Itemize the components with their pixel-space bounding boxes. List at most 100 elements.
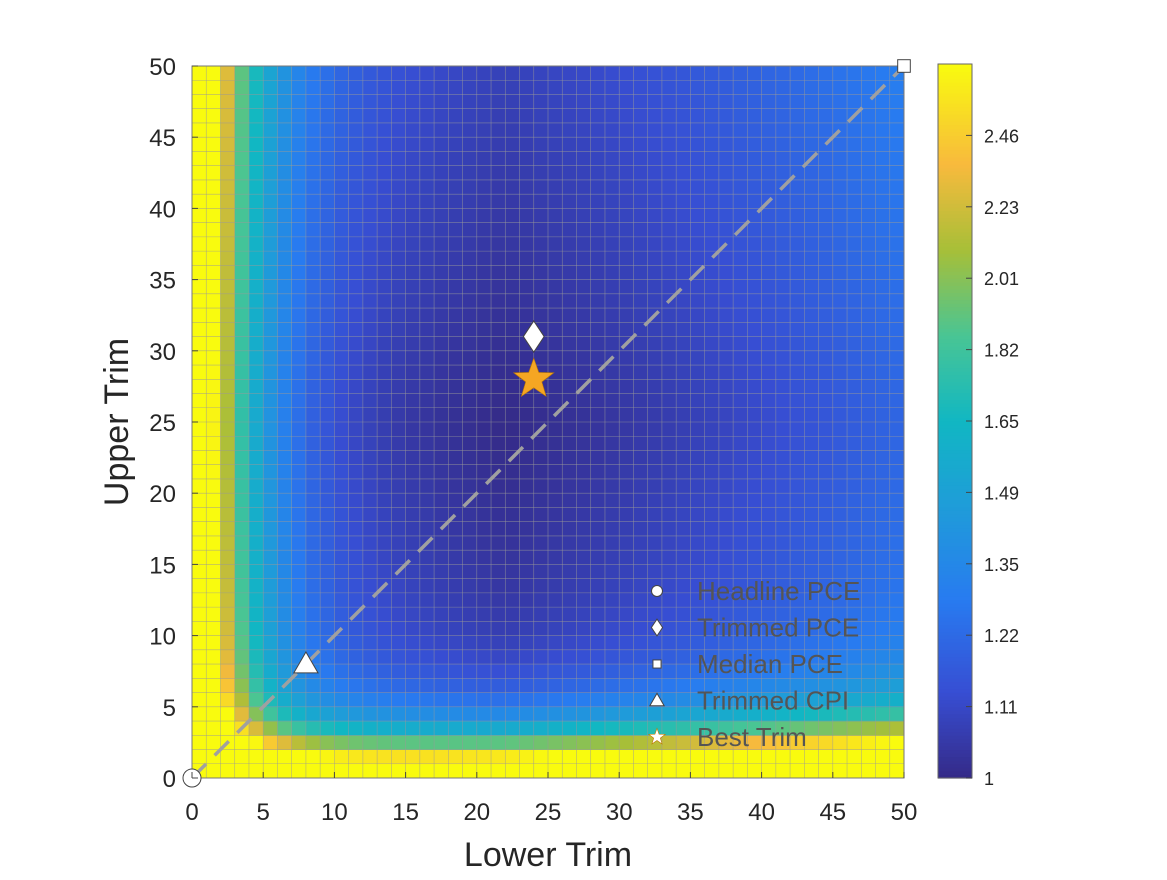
heatmap-cell [220, 678, 236, 693]
heatmap-cell [576, 664, 592, 679]
heatmap-cell [305, 478, 321, 494]
heatmap-cell [818, 236, 834, 252]
y-tick-label: 40 [149, 196, 176, 223]
colorbar-tick-label: 2.46 [984, 126, 1019, 146]
heatmap-cell [320, 137, 335, 152]
heatmap-cell [234, 621, 250, 636]
heatmap-cell [548, 365, 563, 380]
heatmap-cell [348, 592, 364, 608]
heatmap-cell [533, 521, 549, 537]
heatmap-cell [448, 436, 463, 451]
heatmap-cell [320, 592, 335, 608]
heatmap-cell [861, 735, 876, 750]
heatmap-cell [305, 749, 321, 765]
heatmap-cell [505, 379, 520, 394]
heatmap-cell [462, 422, 478, 437]
heatmap-cell [604, 208, 620, 224]
heatmap-cell [619, 350, 634, 366]
heatmap-cell [832, 322, 848, 337]
heatmap-cell [206, 179, 221, 195]
heatmap-cell [505, 507, 520, 523]
heatmap-cell [619, 137, 634, 152]
heatmap-cell [548, 521, 563, 537]
heatmap-cell [391, 122, 406, 138]
heatmap-cell [277, 763, 293, 779]
colorbar-segment [938, 735, 972, 740]
heatmap-cell [747, 236, 762, 252]
heatmap-cell [206, 94, 221, 110]
heatmap-cell [192, 379, 207, 394]
heatmap-cell [562, 179, 577, 195]
heatmap-cell [676, 393, 691, 409]
heatmap-cell [847, 208, 862, 224]
colorbar-segment [938, 231, 972, 236]
heatmap-cell [234, 550, 250, 565]
heatmap-cell [761, 706, 777, 722]
heatmap-cell [377, 607, 392, 622]
heatmap-cell [348, 721, 364, 736]
heatmap-cell [505, 721, 520, 736]
heatmap-cell [462, 165, 478, 181]
heatmap-cell [861, 592, 876, 608]
heatmap-cell [633, 251, 649, 266]
heatmap-cell [263, 664, 278, 679]
heatmap-cell [889, 493, 905, 508]
heatmap-cell [206, 763, 221, 779]
heatmap-cell [647, 336, 663, 352]
heatmap-cell [192, 66, 207, 81]
heatmap-cell [576, 450, 592, 466]
heatmap-cell [804, 194, 819, 209]
heatmap-cell [419, 550, 435, 565]
heatmap-cell [305, 151, 321, 167]
heatmap-cell [804, 692, 819, 708]
heatmap-cell [861, 535, 876, 551]
colorbar-segment [938, 760, 972, 765]
heatmap-cell [775, 592, 791, 608]
heatmap-cell [590, 179, 606, 195]
heatmap-cell [747, 478, 762, 494]
colorbar-segment [938, 463, 972, 469]
colorbar-segment [938, 331, 972, 336]
heatmap-cell [690, 706, 706, 722]
heatmap-cell [377, 478, 392, 494]
heatmap-cell [462, 749, 478, 765]
heatmap-cell [234, 592, 250, 608]
heatmap-cell [234, 635, 250, 651]
heatmap-cell [661, 222, 677, 238]
heatmap-cell [419, 607, 435, 622]
heatmap-cell [804, 450, 819, 466]
heatmap-cell [291, 365, 307, 380]
colorbar-segment [938, 224, 972, 229]
heatmap-cell [690, 336, 706, 352]
heatmap-cell [861, 66, 876, 81]
heatmap-cell [434, 493, 449, 508]
heatmap-cell [348, 308, 364, 323]
heatmap-cell [348, 664, 364, 679]
heatmap-cell [334, 279, 350, 295]
heatmap-cell [391, 66, 406, 81]
heatmap-cell [619, 478, 634, 494]
heatmap-cell [462, 279, 478, 295]
colorbar-segment [938, 460, 972, 465]
heatmap-cell [391, 763, 406, 779]
colorbar-segment [938, 81, 972, 87]
heatmap-cell [790, 749, 805, 765]
heatmap-cell [277, 80, 293, 95]
heatmap-cell [633, 350, 649, 366]
heatmap-cell [448, 749, 463, 765]
colorbar-segment [938, 524, 972, 529]
heatmap-cell [334, 251, 350, 266]
colorbar-segment [938, 628, 972, 633]
heatmap-cell [818, 165, 834, 181]
heatmap-cell [576, 621, 592, 636]
heatmap-cell [434, 108, 449, 124]
heatmap-cell [419, 151, 435, 167]
heatmap-cell [305, 493, 321, 508]
heatmap-cell [548, 108, 563, 124]
heatmap-cell [889, 592, 905, 608]
heatmap-cell [733, 507, 748, 523]
heatmap-cell [206, 706, 221, 722]
colorbar-segment [938, 206, 972, 211]
heatmap-cell [604, 721, 620, 736]
heatmap-cell [533, 735, 549, 750]
